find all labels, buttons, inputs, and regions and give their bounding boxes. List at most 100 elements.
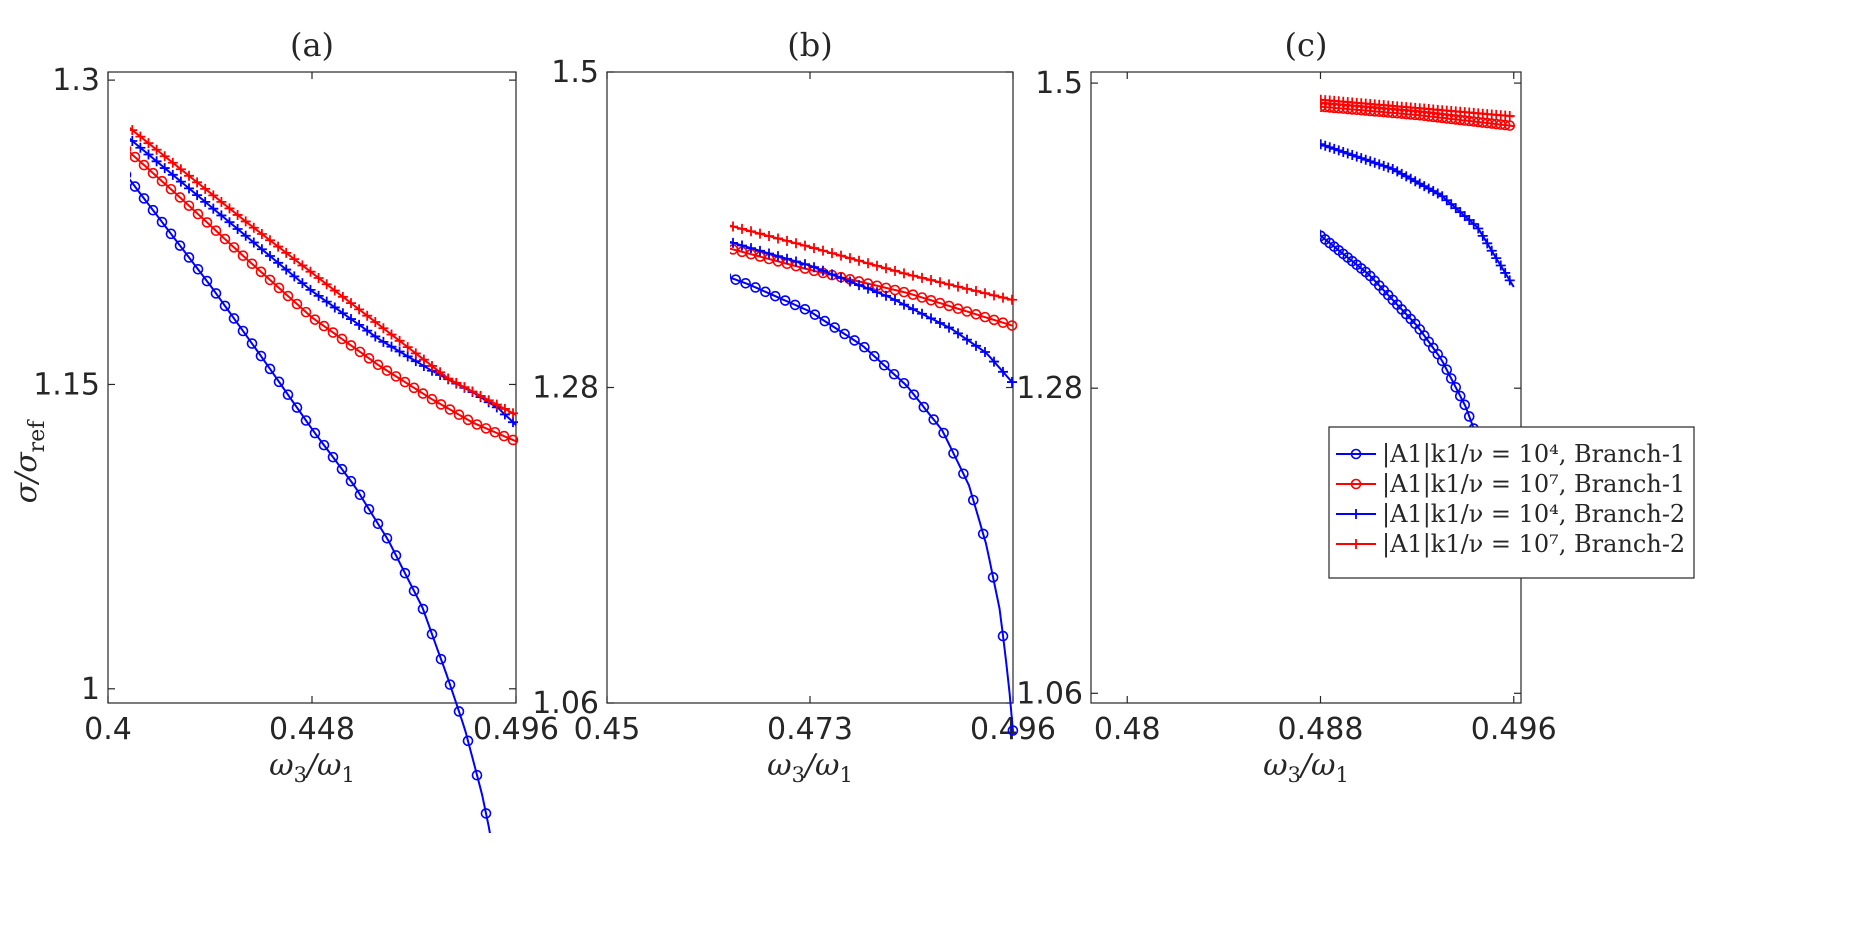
data-point [174, 192, 186, 203]
data-point [989, 356, 999, 367]
data-point [453, 409, 465, 420]
data-point [138, 159, 150, 171]
data-point [1217, 119, 1227, 129]
legend-marker [1350, 448, 1362, 460]
data-point [291, 402, 303, 413]
data-point [362, 325, 373, 336]
data-point [935, 277, 945, 288]
data-point [1239, 88, 1249, 98]
data-point [378, 336, 389, 347]
data-point [1248, 126, 1258, 136]
data-point [1240, 184, 1249, 193]
data-point [1226, 177, 1235, 186]
data-point [612, 234, 621, 243]
data-point [508, 408, 518, 419]
data-point [1289, 100, 1298, 109]
data-point [1320, 102, 1322, 111]
data-point [755, 228, 765, 239]
data-point [399, 376, 411, 388]
data-point [1185, 84, 1195, 94]
data-point [1320, 139, 1326, 150]
data-point [1257, 127, 1267, 137]
data-point [130, 151, 141, 163]
data-point [1491, 253, 1502, 264]
data-point [119, 119, 129, 129]
data-point [265, 251, 275, 262]
legend-entry: |A1|k1/ν = 10⁴, Branch-2 [1382, 500, 1685, 529]
data-point [390, 371, 402, 382]
data-point [1213, 170, 1222, 179]
data-point [720, 243, 729, 252]
data-point [1217, 172, 1226, 181]
data-point [890, 265, 900, 276]
data-point [666, 226, 675, 235]
data-point [1244, 186, 1253, 195]
data-point [791, 238, 801, 249]
data-point [1158, 81, 1168, 91]
data-point [1007, 294, 1017, 305]
data-point [1190, 160, 1199, 169]
y-tick-label: 1.28 [1016, 371, 1083, 406]
data-point [1239, 124, 1249, 134]
data-point [256, 228, 267, 239]
data-point [1150, 89, 1159, 98]
data-point [394, 346, 405, 357]
data-point [1441, 364, 1453, 376]
data-point [1006, 320, 1018, 331]
data-point [710, 233, 720, 243]
data-point [345, 340, 357, 351]
legend-box [1328, 426, 1695, 579]
data-point [638, 200, 648, 210]
data-point [672, 254, 681, 263]
data-point [130, 125, 138, 136]
data-point [1293, 135, 1303, 145]
data-point [210, 225, 222, 237]
data-point [1131, 79, 1141, 89]
data-point [417, 603, 429, 615]
plot-area [611, 194, 1019, 736]
data-point [988, 314, 1000, 326]
data-point [165, 228, 177, 240]
data-point [1298, 93, 1308, 103]
data-point [147, 204, 159, 216]
y-tick-label: 1.5 [551, 55, 599, 90]
data-point [130, 171, 132, 179]
data-point [336, 333, 348, 345]
data-point [167, 157, 178, 168]
x-axis-label: ω3/ω1 [269, 748, 355, 787]
data-point [370, 316, 381, 327]
data-point [1172, 82, 1182, 92]
data-point [1199, 164, 1208, 173]
data-point [760, 286, 771, 298]
data-point [1208, 85, 1218, 95]
data-point [435, 653, 447, 665]
data-point [402, 342, 413, 353]
data-point [611, 194, 621, 204]
data-point [1244, 125, 1254, 135]
data-point [1163, 149, 1172, 158]
data-point [878, 359, 890, 371]
data-point [827, 248, 837, 259]
data-point [1477, 230, 1488, 241]
data-point [210, 288, 222, 299]
data-point [282, 389, 294, 401]
data-point [872, 287, 882, 298]
data-point [256, 244, 267, 255]
data-point [444, 679, 456, 690]
data-point [1230, 122, 1240, 132]
data-point [845, 253, 855, 264]
data-point [1320, 142, 1322, 145]
data-point [1248, 89, 1258, 99]
data-point [1176, 83, 1186, 93]
data-point [829, 322, 841, 333]
data-point [859, 341, 870, 353]
data-point [135, 142, 146, 153]
data-point [300, 415, 312, 426]
data-point [1158, 112, 1168, 122]
data-point [354, 304, 365, 315]
data-point [809, 309, 821, 320]
x-axis-label: ω3/ω1 [767, 748, 853, 787]
data-point [1181, 115, 1191, 125]
data-point [408, 382, 420, 394]
data-point [971, 286, 981, 297]
